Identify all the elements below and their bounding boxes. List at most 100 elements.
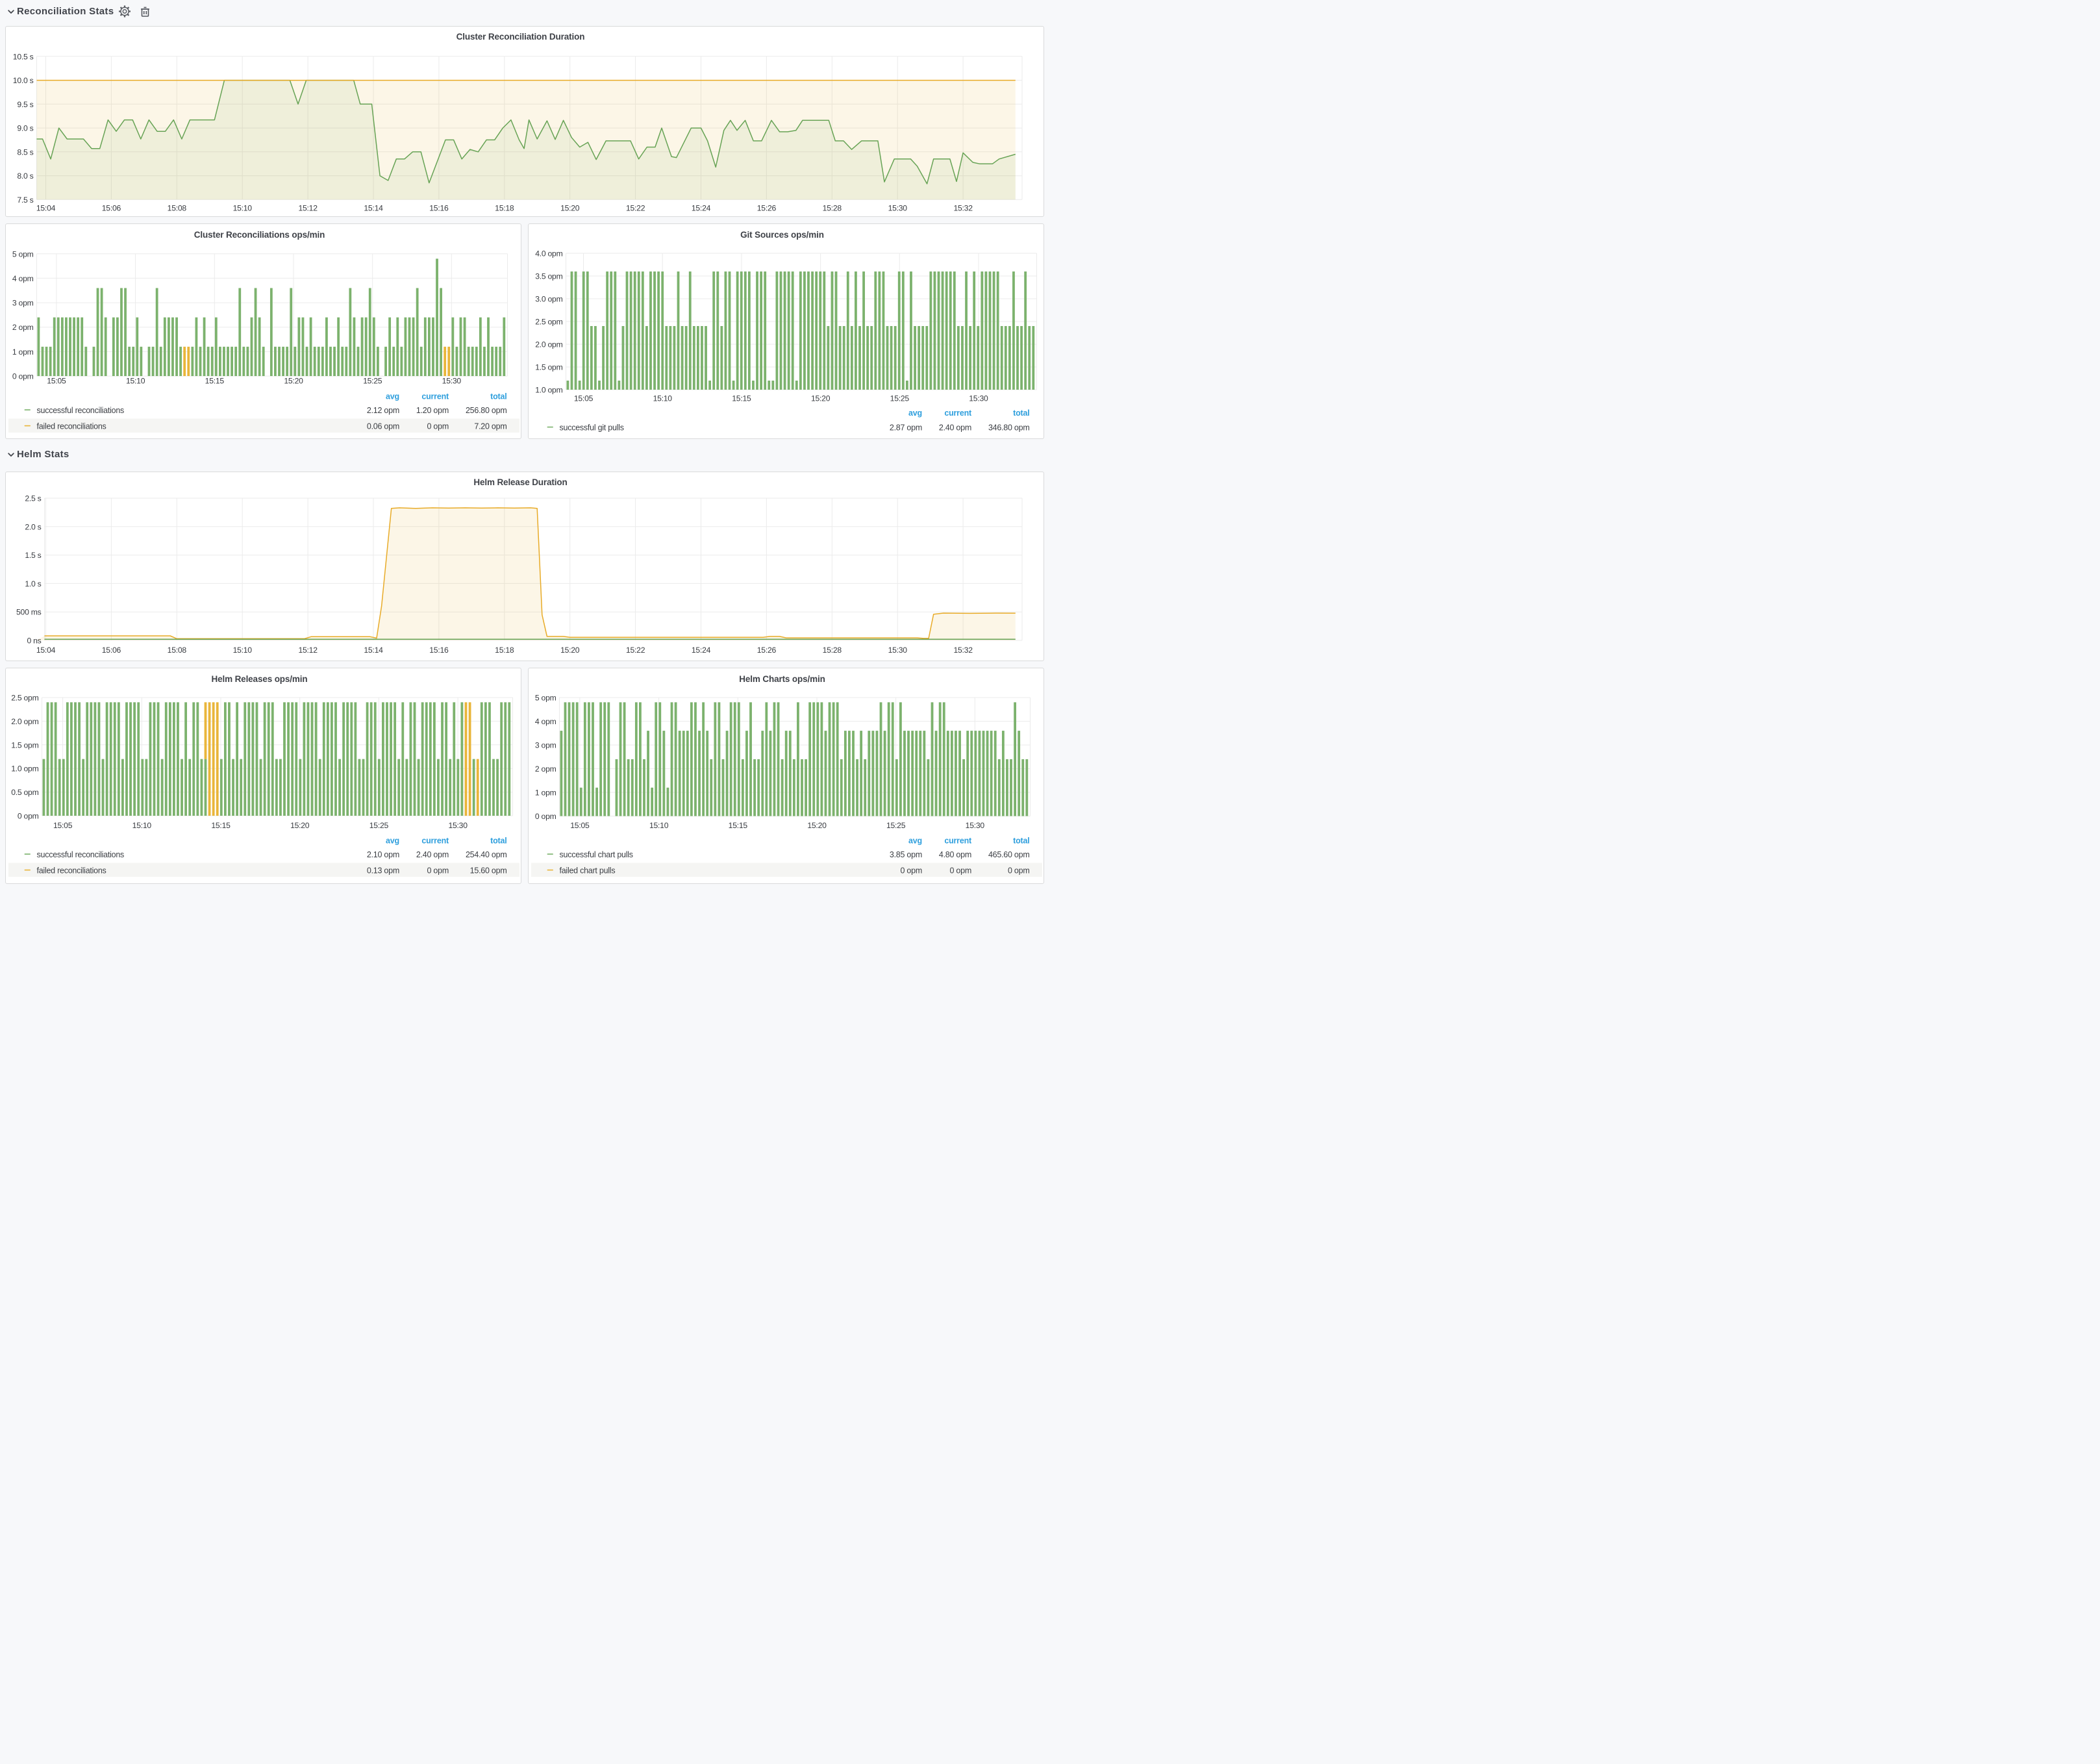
svg-text:2.87 opm: 2.87 opm — [889, 423, 921, 432]
svg-text:1.0 opm: 1.0 opm — [535, 385, 562, 394]
svg-text:15:04: 15:04 — [36, 646, 56, 655]
svg-text:15:32: 15:32 — [953, 646, 973, 655]
svg-text:15:05: 15:05 — [570, 821, 590, 830]
svg-text:0 opm: 0 opm — [534, 812, 556, 821]
svg-text:1.20 opm: 1.20 opm — [416, 406, 449, 415]
svg-text:15.60 opm: 15.60 opm — [470, 866, 507, 876]
svg-text:4 opm: 4 opm — [534, 717, 556, 726]
svg-text:3.0 opm: 3.0 opm — [535, 294, 562, 303]
svg-text:Git Sources ops/min: Git Sources ops/min — [740, 230, 824, 240]
svg-text:5 opm: 5 opm — [12, 249, 34, 258]
svg-text:15:20: 15:20 — [810, 394, 830, 403]
svg-text:0 opm: 0 opm — [949, 866, 971, 876]
svg-text:254.40 opm: 254.40 opm — [466, 850, 507, 859]
svg-text:failed reconciliations: failed reconciliations — [37, 422, 106, 431]
svg-text:3 opm: 3 opm — [534, 741, 556, 750]
svg-text:15:16: 15:16 — [429, 646, 449, 655]
svg-text:1 opm: 1 opm — [12, 347, 34, 356]
svg-text:3 opm: 3 opm — [12, 298, 34, 307]
svg-text:15:28: 15:28 — [823, 646, 842, 655]
svg-text:current: current — [944, 409, 972, 418]
svg-text:0 opm: 0 opm — [1008, 866, 1030, 876]
svg-text:1 opm: 1 opm — [534, 788, 556, 798]
svg-text:successful reconciliations: successful reconciliations — [37, 406, 125, 415]
svg-text:15:28: 15:28 — [823, 203, 842, 212]
svg-text:0 opm: 0 opm — [12, 372, 34, 381]
svg-text:total: total — [490, 837, 506, 846]
svg-text:15:14: 15:14 — [364, 646, 383, 655]
svg-text:15:20: 15:20 — [284, 376, 303, 385]
svg-text:2.10 opm: 2.10 opm — [367, 850, 399, 859]
svg-text:15:30: 15:30 — [448, 821, 468, 830]
svg-text:successful chart pulls: successful chart pulls — [559, 850, 632, 859]
svg-text:Helm Charts ops/min: Helm Charts ops/min — [739, 674, 825, 684]
svg-text:0.5 opm: 0.5 opm — [11, 788, 38, 797]
svg-text:15:24: 15:24 — [692, 203, 711, 212]
svg-text:15:30: 15:30 — [969, 394, 988, 403]
svg-text:avg: avg — [908, 837, 922, 846]
svg-text:15:04: 15:04 — [36, 203, 56, 212]
svg-text:2.40 opm: 2.40 opm — [416, 850, 449, 859]
svg-text:2 opm: 2 opm — [534, 764, 556, 774]
svg-text:15:18: 15:18 — [495, 646, 514, 655]
svg-text:15:15: 15:15 — [732, 394, 751, 403]
svg-text:15:26: 15:26 — [757, 203, 777, 212]
svg-text:15:06: 15:06 — [102, 203, 121, 212]
svg-text:9.0 s: 9.0 s — [17, 123, 33, 132]
svg-text:current: current — [944, 837, 972, 846]
svg-text:0 opm: 0 opm — [427, 422, 449, 431]
svg-text:1.5 s: 1.5 s — [25, 551, 41, 560]
svg-text:total: total — [1013, 409, 1029, 418]
svg-text:15:18: 15:18 — [495, 203, 514, 212]
svg-text:15:30: 15:30 — [888, 646, 908, 655]
svg-text:successful git pulls: successful git pulls — [559, 423, 623, 432]
svg-text:15:22: 15:22 — [626, 203, 645, 212]
svg-text:4.80 opm: 4.80 opm — [938, 850, 971, 859]
svg-text:1.0 opm: 1.0 opm — [11, 764, 38, 774]
svg-text:2.12 opm: 2.12 opm — [367, 406, 399, 415]
svg-text:15:30: 15:30 — [965, 821, 984, 830]
svg-text:15:25: 15:25 — [363, 376, 382, 385]
svg-text:256.80 opm: 256.80 opm — [466, 406, 507, 415]
svg-text:avg: avg — [386, 837, 399, 846]
svg-text:15:12: 15:12 — [298, 203, 318, 212]
svg-text:avg: avg — [386, 392, 399, 401]
svg-text:7.5 s: 7.5 s — [17, 195, 33, 204]
svg-text:15:15: 15:15 — [211, 821, 231, 830]
svg-text:2.0 s: 2.0 s — [25, 522, 41, 531]
svg-text:Helm Release Duration: Helm Release Duration — [473, 477, 567, 487]
svg-text:0 opm: 0 opm — [427, 866, 449, 876]
svg-text:500 ms: 500 ms — [16, 608, 42, 617]
svg-text:2.5 opm: 2.5 opm — [535, 317, 562, 326]
svg-text:15:10: 15:10 — [233, 203, 253, 212]
svg-text:2.40 opm: 2.40 opm — [938, 423, 971, 432]
svg-text:8.5 s: 8.5 s — [17, 147, 33, 157]
svg-text:15:10: 15:10 — [233, 646, 253, 655]
svg-text:15:15: 15:15 — [728, 821, 747, 830]
svg-text:15:26: 15:26 — [757, 646, 777, 655]
svg-text:15:20: 15:20 — [290, 821, 310, 830]
svg-text:15:32: 15:32 — [953, 203, 973, 212]
svg-text:2.0 opm: 2.0 opm — [535, 340, 562, 349]
svg-text:15:05: 15:05 — [53, 821, 73, 830]
svg-text:15:22: 15:22 — [626, 646, 645, 655]
svg-text:successful reconciliations: successful reconciliations — [37, 850, 125, 859]
svg-text:avg: avg — [908, 409, 922, 418]
svg-text:15:10: 15:10 — [653, 394, 672, 403]
svg-text:15:05: 15:05 — [573, 394, 593, 403]
svg-text:0 opm: 0 opm — [900, 866, 922, 876]
svg-text:15:14: 15:14 — [364, 203, 383, 212]
svg-text:total: total — [490, 392, 506, 401]
svg-text:2 opm: 2 opm — [12, 323, 34, 332]
svg-text:2.0 opm: 2.0 opm — [11, 717, 38, 726]
svg-text:15:25: 15:25 — [369, 821, 389, 830]
svg-text:15:06: 15:06 — [102, 646, 121, 655]
svg-text:15:25: 15:25 — [886, 821, 905, 830]
svg-text:15:15: 15:15 — [205, 376, 225, 385]
svg-text:Helm Releases ops/min: Helm Releases ops/min — [211, 674, 307, 684]
svg-text:465.60 opm: 465.60 opm — [988, 850, 1029, 859]
svg-text:Cluster Reconciliations ops/mi: Cluster Reconciliations ops/min — [194, 230, 325, 240]
svg-text:15:20: 15:20 — [560, 203, 580, 212]
svg-text:3.5 opm: 3.5 opm — [535, 271, 562, 281]
svg-text:current: current — [421, 392, 449, 401]
